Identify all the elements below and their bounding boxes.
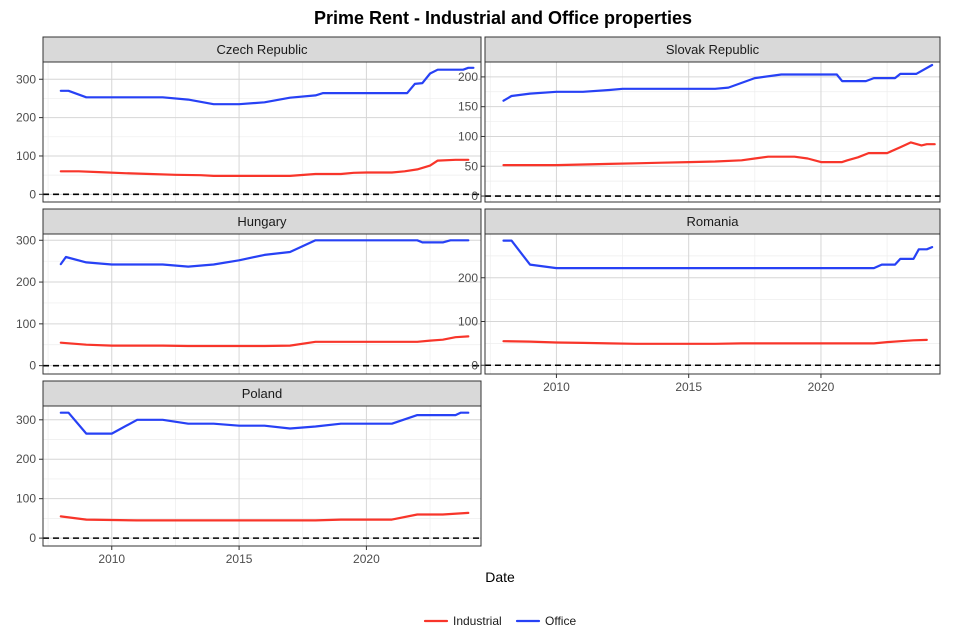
panel-romania: Romania 0 100 200 2010 2015 2020: [458, 208, 941, 394]
series-office-hungary: [59, 239, 470, 268]
x-tick-label: 2020: [353, 552, 380, 566]
y-tick-label: 100: [16, 492, 36, 506]
y-tick-label: 100: [16, 149, 36, 163]
x-tick-label: 2010: [98, 552, 125, 566]
strip-czech-republic: [42, 36, 482, 63]
y-tick-label: 200: [16, 452, 36, 466]
series-office-czech-republic: [59, 66, 475, 106]
y-tick-label: 0: [29, 187, 36, 201]
panel-border-romania: [484, 233, 941, 375]
panel-slovak-republic: Slovak Republic 0 50 100 150 200: [458, 36, 941, 203]
y-tick-label: 200: [458, 271, 478, 285]
strip-poland: [42, 380, 482, 407]
strip-romania: [484, 208, 941, 235]
series-industrial-poland: [59, 511, 470, 522]
y-tick-label: 0: [471, 358, 478, 372]
legend: Industrial Office: [423, 614, 576, 628]
panels-layer: Czech Republic 0 100 200 300 Slovak Republic 0…: [16, 36, 941, 566]
panel-border-slovak-republic: [484, 61, 941, 203]
y-tick-label: 150: [458, 100, 478, 114]
y-tick-label: 0: [29, 531, 36, 545]
x-axis-label: Date: [485, 569, 515, 585]
panel-border-czech-republic: [42, 61, 482, 203]
panel-border-poland: [42, 405, 482, 547]
series-industrial-slovak-republic: [502, 141, 936, 167]
x-tick-label: 2020: [808, 380, 835, 394]
y-tick-label: 300: [16, 72, 36, 86]
y-tick-label: 100: [16, 317, 36, 331]
panel-border-hungary: [42, 233, 482, 375]
y-tick-label: 300: [16, 233, 36, 247]
y-tick-label: 100: [458, 315, 478, 329]
y-tick-label: 0: [29, 359, 36, 373]
y-tick-label: 200: [458, 70, 478, 84]
y-tick-label: 200: [16, 111, 36, 125]
y-tick-label: 300: [16, 413, 36, 427]
y-tick-label: 0: [471, 189, 478, 203]
strip-label-hungary: Hungary: [237, 214, 287, 229]
y-tick-label: 50: [465, 159, 479, 173]
panel-czech-republic: Czech Republic 0 100 200 300: [16, 36, 482, 203]
series-industrial-romania: [502, 338, 928, 345]
series-office-poland: [59, 411, 470, 435]
x-tick-label: 2015: [226, 552, 253, 566]
strip-label-romania: Romania: [686, 214, 739, 229]
x-tick-label: 2015: [675, 380, 702, 394]
y-tick-label: 100: [458, 129, 478, 143]
panel-poland: Poland 0 100 200 300 2010 2015 2020: [16, 380, 482, 566]
strip-label-poland: Poland: [242, 386, 282, 401]
strip-label-slovak-republic: Slovak Republic: [666, 42, 760, 57]
legend-label-industrial: Industrial: [453, 614, 502, 628]
series-office-romania: [502, 239, 934, 270]
strip-label-czech-republic: Czech Republic: [216, 42, 308, 57]
series-office-slovak-republic: [502, 63, 934, 102]
strip-slovak-republic: [484, 36, 941, 63]
legend-label-office: Office: [545, 614, 576, 628]
x-tick-label: 2010: [543, 380, 570, 394]
series-industrial-czech-republic: [59, 158, 470, 177]
chart-title: Prime Rent - Industrial and Office prope…: [314, 8, 692, 28]
y-tick-label: 200: [16, 275, 36, 289]
panel-hungary: Hungary 0 100 200 300: [16, 208, 482, 375]
series-industrial-hungary: [59, 335, 470, 348]
